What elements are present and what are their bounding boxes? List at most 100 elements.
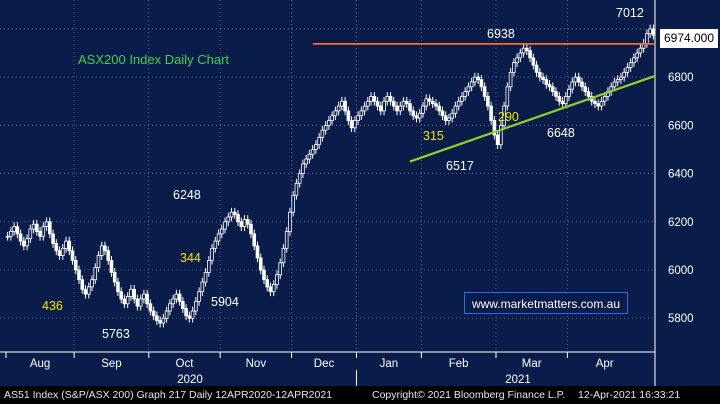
candle-body — [90, 279, 94, 288]
annotation-label: 5763 — [102, 327, 130, 341]
candle-body — [258, 257, 263, 271]
y-tick-label: 5800 — [668, 313, 694, 325]
candle-body — [5, 235, 10, 238]
candle-body — [417, 112, 422, 119]
candle-body — [310, 149, 315, 155]
candle-body — [216, 233, 221, 242]
candle-body — [12, 226, 16, 232]
y-tick-label: 6600 — [668, 120, 694, 132]
candle-body — [528, 50, 532, 59]
candle-body — [203, 272, 208, 283]
candle-body — [229, 211, 234, 218]
candlestick-chart: 5800 6000 6200 6400 6600 6800 Aug Sep Oct Nov Dec J… — [0, 0, 694, 386]
month-label: Feb — [449, 358, 469, 370]
candle-body — [473, 76, 477, 83]
footer-security: AS51 Index (S&P/ASX 200) Graph 217 Daily… — [4, 389, 333, 401]
candle-body — [213, 240, 218, 249]
candle-body — [424, 98, 429, 107]
candle-body — [476, 76, 480, 80]
candle-body — [580, 81, 584, 88]
candle-body — [177, 293, 182, 302]
annotation-label: 344 — [180, 251, 201, 265]
candle-body — [557, 96, 562, 102]
candle-body — [460, 96, 464, 102]
candle-body — [226, 216, 231, 223]
month-label: Jan — [380, 358, 399, 370]
candle-body — [356, 115, 360, 121]
candle-body — [443, 115, 448, 121]
candle-body — [112, 272, 117, 283]
candle-body — [275, 274, 279, 285]
candle-body — [15, 226, 20, 235]
candle-body — [375, 100, 380, 107]
candle-body — [570, 81, 575, 90]
candle-body — [372, 96, 377, 102]
candle-body — [64, 240, 68, 249]
candle-body — [450, 112, 454, 119]
candle-body — [168, 303, 172, 312]
candle-body — [353, 120, 357, 129]
candle-body — [583, 86, 588, 93]
candle-body — [330, 115, 334, 121]
candle-body — [391, 100, 396, 107]
candle-body — [314, 144, 318, 150]
candle-body — [359, 110, 364, 117]
candle-body — [489, 105, 493, 121]
candle-body — [86, 286, 91, 295]
annotation-label: 6517 — [446, 159, 474, 173]
candle-body — [307, 153, 312, 160]
candle-body — [544, 79, 549, 85]
annotation-label: 5904 — [211, 295, 239, 309]
candle-body — [284, 231, 289, 249]
footer-bar: AS51 Index (S&P/ASX 200) Graph 217 Daily… — [0, 386, 720, 404]
candle-body — [67, 240, 72, 252]
candle-body — [430, 100, 435, 105]
candle-body — [18, 233, 23, 242]
candle-body — [362, 105, 367, 112]
candle-body — [563, 96, 568, 105]
candle-body — [398, 105, 403, 112]
candle-body — [38, 231, 42, 237]
y-tick-label: 6400 — [668, 169, 694, 181]
candle-body — [388, 96, 393, 102]
candle-body — [106, 250, 111, 261]
annotation-label: 436 — [42, 299, 63, 313]
candle-body — [541, 76, 545, 80]
candle-body — [382, 100, 386, 112]
candle-body — [297, 173, 302, 184]
candle-body — [268, 286, 273, 293]
candle-body — [343, 100, 347, 112]
candle-body — [346, 110, 351, 121]
candle-body — [612, 81, 617, 88]
candle-body — [414, 115, 419, 119]
candle-body — [463, 91, 467, 97]
candle-body — [408, 103, 412, 112]
candle-body — [210, 247, 214, 261]
candle-body — [190, 310, 195, 319]
candle-body — [249, 223, 253, 235]
candle-body — [51, 233, 55, 244]
y-tick-label: 6200 — [668, 217, 694, 229]
candle-body — [395, 105, 399, 112]
candle-body — [151, 310, 156, 317]
candle-body — [648, 28, 652, 35]
candle-body — [77, 269, 81, 281]
candle-body — [378, 105, 383, 112]
month-label: Nov — [246, 358, 267, 370]
candle-body — [486, 96, 490, 107]
candle-body — [317, 137, 321, 146]
month-label: Mar — [522, 358, 542, 370]
annotation-label: 290 — [498, 110, 519, 124]
candle-body — [73, 259, 78, 271]
candle-body — [194, 300, 198, 312]
candle-body — [521, 47, 526, 54]
last-price-tag: 6974.000 — [660, 29, 718, 48]
candle-body — [294, 182, 299, 196]
candle-body — [148, 303, 153, 312]
candle-body — [593, 100, 597, 105]
candle-body — [41, 226, 46, 237]
candle-body — [554, 91, 558, 97]
candle-body — [466, 86, 471, 93]
candle-body — [560, 100, 565, 105]
candle-body — [534, 64, 539, 73]
